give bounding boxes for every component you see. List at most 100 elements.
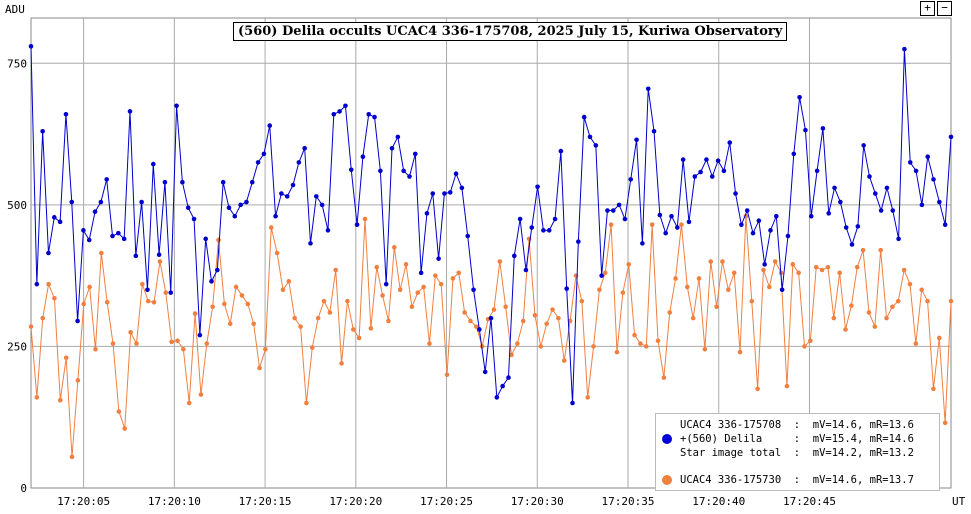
data-point — [296, 160, 302, 165]
data-point — [907, 160, 913, 165]
data-point — [75, 378, 81, 383]
data-point — [491, 307, 497, 312]
data-point — [907, 281, 913, 287]
data-point — [843, 225, 849, 230]
data-point — [931, 386, 936, 392]
data-point — [450, 276, 456, 281]
data-point — [348, 167, 354, 173]
legend-entry-asteroid: +(560) Delila : mV=15.4, mR=14.6 — [680, 433, 914, 445]
data-point — [520, 318, 526, 324]
data-point — [704, 157, 709, 162]
data-point — [368, 326, 374, 331]
data-point — [550, 307, 555, 312]
data-point — [579, 298, 585, 304]
data-point — [597, 287, 602, 293]
data-point — [942, 222, 948, 227]
data-point — [937, 199, 942, 205]
data-point — [319, 202, 325, 208]
data-point — [87, 284, 92, 290]
data-point — [552, 216, 558, 222]
data-point — [645, 86, 651, 92]
data-point — [427, 341, 432, 346]
data-point — [838, 199, 843, 205]
x-tick-label: 17:20:40 — [692, 495, 745, 508]
data-point — [284, 194, 290, 199]
data-point — [925, 298, 930, 304]
data-point — [661, 375, 667, 380]
data-point — [503, 304, 508, 310]
data-point — [104, 177, 109, 182]
data-point — [226, 205, 232, 210]
data-point — [156, 252, 162, 257]
data-point — [139, 199, 144, 205]
data-point — [655, 338, 661, 344]
data-point — [494, 395, 500, 400]
data-point — [696, 276, 702, 281]
data-point — [233, 284, 239, 290]
data-point — [456, 270, 462, 276]
data-point — [197, 332, 203, 338]
data-point — [511, 253, 517, 259]
data-point — [506, 375, 511, 380]
data-point — [919, 202, 925, 208]
data-point — [257, 365, 262, 371]
zoom-in-button[interactable]: + — [920, 1, 935, 16]
data-point — [854, 264, 860, 270]
x-tick-label: 17:20:45 — [783, 495, 836, 508]
data-point — [669, 213, 674, 219]
data-point — [739, 222, 744, 227]
data-point — [779, 287, 785, 293]
data-point — [63, 355, 69, 361]
data-point — [808, 213, 814, 219]
data-point — [529, 225, 535, 230]
data-point — [791, 151, 797, 157]
data-point — [849, 303, 854, 308]
data-point — [849, 242, 855, 247]
zoom-out-button[interactable]: − — [937, 1, 952, 16]
data-point — [350, 327, 356, 332]
data-point — [433, 273, 438, 278]
data-point — [203, 236, 208, 242]
data-point — [692, 174, 698, 179]
data-point — [337, 109, 342, 114]
data-point — [931, 177, 936, 182]
data-point — [110, 341, 116, 346]
data-point — [267, 123, 273, 128]
data-point — [150, 161, 156, 167]
legend: UCAC4 336-175708 : mV=14.6, mR=13.6 +(56… — [655, 413, 940, 491]
data-point — [339, 361, 344, 366]
data-point — [116, 409, 122, 414]
data-point — [500, 383, 505, 389]
data-point — [673, 276, 678, 281]
data-point — [403, 262, 409, 267]
data-point — [509, 352, 514, 358]
data-point — [57, 219, 63, 225]
data-point — [884, 315, 889, 321]
data-point — [315, 315, 321, 321]
data-point — [345, 298, 350, 304]
data-point — [632, 332, 637, 338]
data-point — [471, 287, 476, 293]
data-point — [249, 179, 255, 185]
data-point — [570, 400, 575, 406]
data-point — [855, 224, 861, 229]
data-point — [523, 267, 529, 273]
data-point — [286, 279, 292, 284]
data-point — [477, 327, 482, 332]
data-point — [92, 209, 98, 214]
data-point — [599, 273, 604, 278]
data-point — [626, 262, 632, 267]
data-point — [28, 44, 34, 49]
data-point — [75, 318, 80, 324]
data-point — [721, 168, 727, 174]
data-point — [884, 185, 890, 191]
data-point — [198, 392, 204, 397]
data-point — [649, 222, 655, 227]
data-point — [690, 315, 696, 321]
data-point — [407, 174, 412, 179]
data-point — [227, 321, 233, 327]
data-point — [948, 298, 954, 304]
data-point — [913, 341, 919, 346]
data-point — [145, 298, 151, 304]
data-point — [581, 114, 587, 120]
